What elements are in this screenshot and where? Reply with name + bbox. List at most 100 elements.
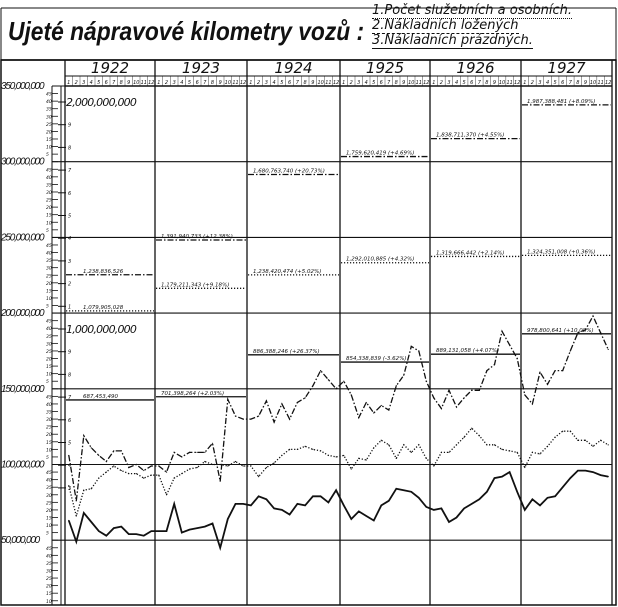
primary-minor-label: 20 [46,432,52,438]
data-point [165,471,168,473]
annual-total-label: 1,324,351,008 (+0.36%) [527,249,595,255]
month-label: 3 [82,80,85,86]
data-point [600,332,602,334]
data-point [373,447,375,449]
month-label: 5 [372,80,375,86]
data-point [358,510,360,513]
month-label: 11 [506,80,512,86]
annual-total-label: 1,987,388,481 (+8.09%) [527,99,595,105]
annual-total-label: 854,338,839 (-3.62%) [346,356,407,362]
month-label: 8 [304,80,307,86]
data-point [273,462,275,464]
data-point [350,394,352,396]
data-point [242,465,244,467]
data-point [607,444,609,446]
primary-minor-label: 40 [46,478,52,484]
primary-minor-label: 20 [46,357,52,363]
data-point [607,476,609,478]
y-axis-label: 250,000,000 [0,232,45,243]
data-point [181,472,183,475]
primary-minor-label: 25 [46,198,52,204]
annual-total-label: 1,292,010,885 (+4.32%) [346,257,414,263]
data-point [531,498,533,500]
annual-total-label: 886,388,246 (+26.37%) [253,349,320,355]
data-point [531,403,533,405]
data-point [90,488,92,490]
data-point [211,463,214,466]
data-point [600,474,602,476]
data-point [516,451,518,453]
data-point [250,465,252,467]
data-point [234,415,237,417]
data-point [509,450,511,452]
month-label: 3 [357,80,360,86]
month-label: 8 [211,80,214,86]
data-point [455,406,458,408]
data-point [98,454,100,457]
data-point [83,512,85,514]
data-point [516,491,518,493]
data-point [75,541,77,543]
data-point [150,474,152,476]
month-label: 1 [157,80,160,86]
data-point [273,507,275,510]
data-point [343,504,345,506]
data-point [250,418,252,420]
data-point [418,444,420,446]
data-point [562,370,564,372]
data-point [433,397,435,399]
data-point [448,451,450,453]
data-point [440,407,442,410]
data-point [350,518,352,520]
data-point [350,468,352,470]
data-point [343,380,345,382]
month-label: 5 [280,80,283,86]
data-point [181,456,183,458]
data-point [265,498,267,500]
data-point [486,444,488,446]
data-point [584,469,587,472]
data-point [440,451,442,453]
data-point [135,533,137,535]
data-point [410,491,412,493]
month-label: 12 [148,80,154,86]
data-point [471,389,473,391]
secondary-axis-label: 2,000,000,000 [66,96,137,109]
data-point [493,363,496,366]
data-point [265,466,267,469]
month-label: 9 [493,80,496,86]
month-label: 9 [402,80,405,86]
data-point [546,445,549,447]
data-point [463,436,465,438]
data-point [365,515,367,517]
data-point [113,527,115,529]
data-point [242,418,244,420]
month-label: 3 [447,80,450,86]
data-point [258,495,260,497]
data-point [68,485,70,487]
data-point [265,400,267,402]
data-point [120,525,122,528]
data-point [128,533,130,535]
month-label: 9 [219,80,222,86]
month-label: 5 [554,80,557,86]
secondary-minor-label: 4 [68,463,71,469]
data-point [373,519,375,522]
primary-minor-label: 5 [46,228,49,234]
data-point [509,344,511,346]
month-label: 10 [317,80,323,86]
secondary-minor-label: 6 [68,191,71,197]
month-label: 7 [112,80,116,86]
month-label: 2 [257,80,260,86]
annual-total-label: 889,131,058 (+4.07%) [436,348,499,354]
data-point [296,401,298,404]
data-point [388,500,390,502]
primary-minor-label: 15 [46,440,52,446]
data-point [365,401,367,404]
secondary-minor-label: 2 [68,282,71,288]
primary-minor-label: 25 [46,273,52,279]
primary-minor-label: 30 [46,114,52,120]
data-point [105,535,107,537]
data-point [296,448,298,450]
secondary-minor-label: 8 [68,145,71,151]
